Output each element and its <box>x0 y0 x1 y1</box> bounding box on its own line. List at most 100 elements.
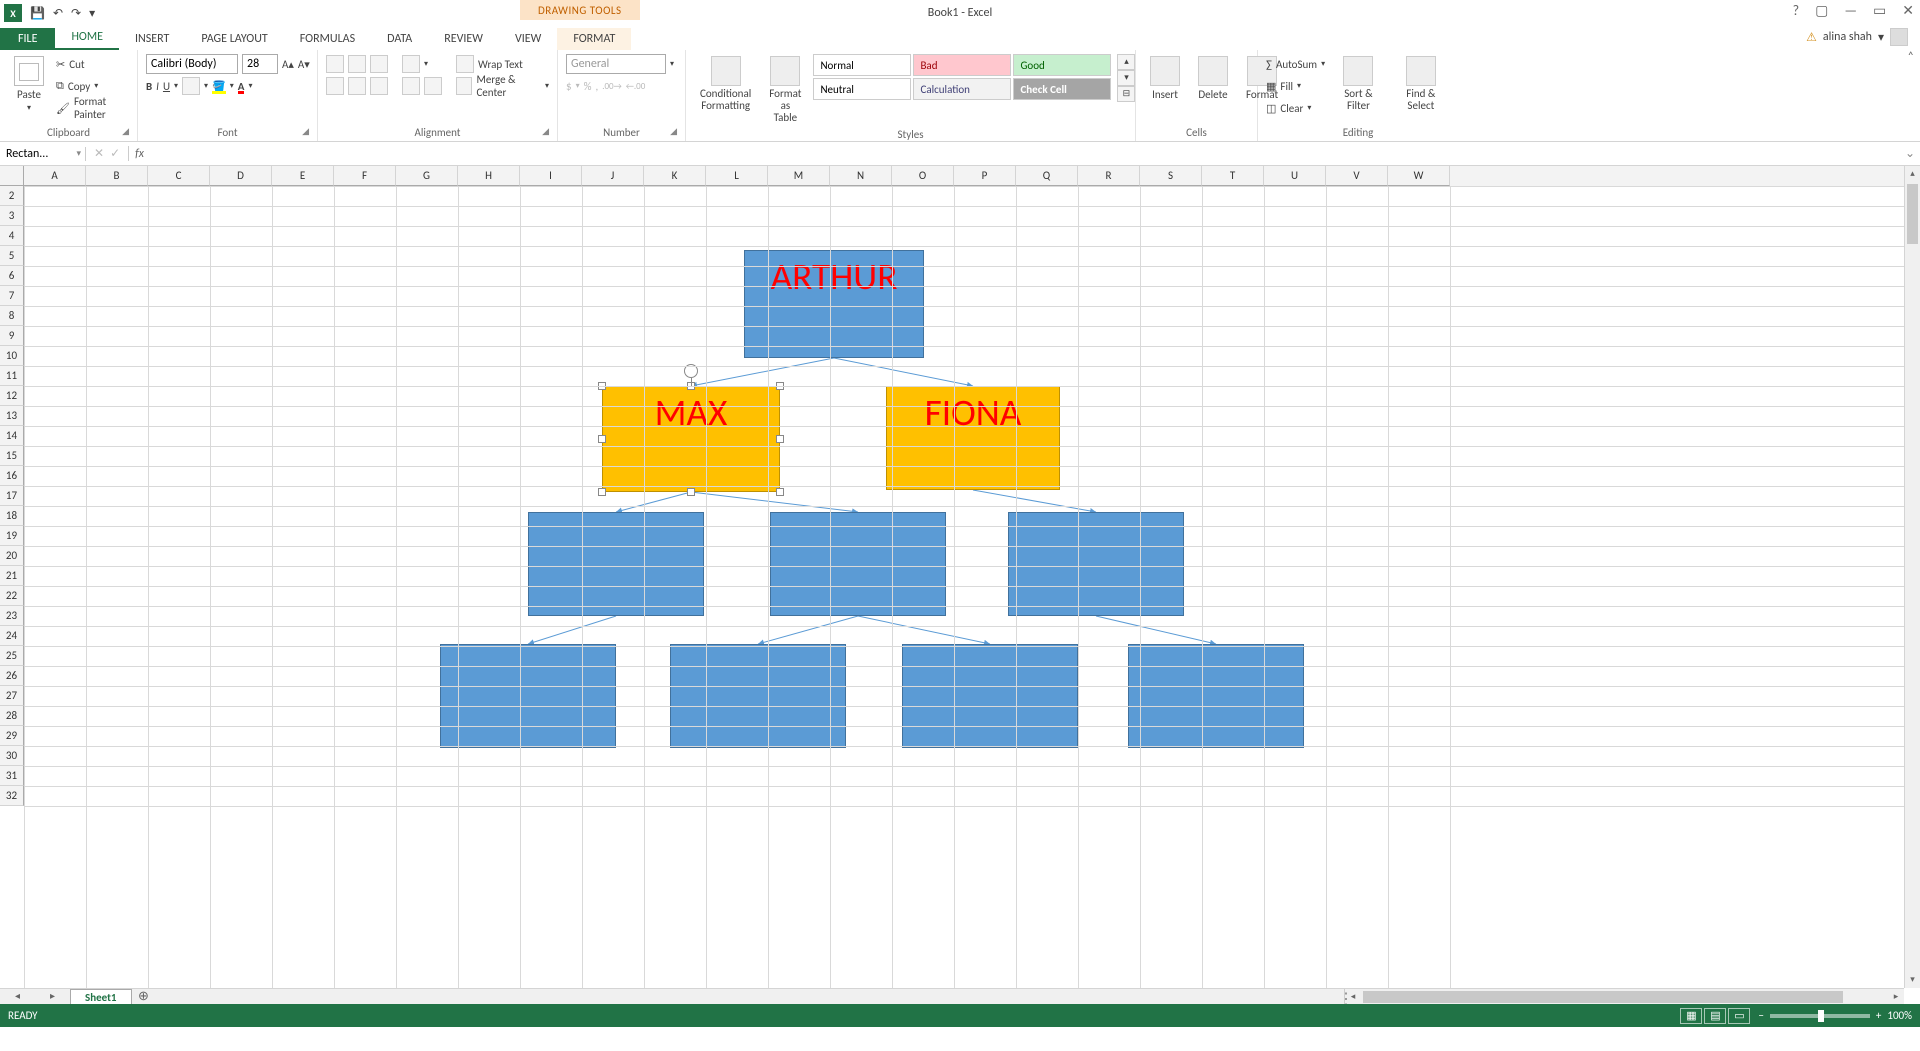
percent-icon[interactable]: % <box>584 80 592 93</box>
zoom-slider[interactable] <box>1770 1014 1870 1018</box>
gallery-more-icon[interactable]: ⊟ <box>1117 86 1135 102</box>
row-header[interactable]: 7 <box>0 286 24 306</box>
fx-icon[interactable]: fx <box>129 147 150 161</box>
align-middle-icon[interactable] <box>348 55 366 73</box>
underline-button[interactable]: U <box>163 80 170 93</box>
style-cell[interactable]: Good <box>1013 54 1111 76</box>
dialog-launcher-icon[interactable]: ◢ <box>122 126 129 137</box>
row-headers[interactable]: 2345678910111213141516171819202122232425… <box>0 186 24 806</box>
selection-handle[interactable] <box>776 488 784 496</box>
column-header[interactable]: M <box>768 166 830 186</box>
row-header[interactable]: 16 <box>0 466 24 486</box>
row-header[interactable]: 5 <box>0 246 24 266</box>
wrap-text-button[interactable]: Wrap Text <box>456 54 549 74</box>
font-size-combo[interactable] <box>242 54 278 74</box>
gallery-down-icon[interactable]: ▾ <box>1117 70 1135 86</box>
column-header[interactable]: U <box>1264 166 1326 186</box>
row-header[interactable]: 9 <box>0 326 24 346</box>
clear-button[interactable]: ◫Clear▾ <box>1266 98 1325 118</box>
row-header[interactable]: 13 <box>0 406 24 426</box>
row-header[interactable]: 4 <box>0 226 24 246</box>
decrease-decimal-icon[interactable]: ←.00 <box>626 81 646 92</box>
column-header[interactable]: D <box>210 166 272 186</box>
close-icon[interactable]: ✕ <box>1902 2 1914 19</box>
horizontal-scrollbar[interactable]: ◂ ▸ <box>1344 989 1904 1004</box>
format-painter-button[interactable]: 🖌Format Painter <box>56 98 129 118</box>
font-name-combo[interactable] <box>146 54 238 74</box>
row-header[interactable]: 2 <box>0 186 24 206</box>
row-header[interactable]: 3 <box>0 206 24 226</box>
normal-view-icon[interactable]: ▦ <box>1680 1008 1702 1024</box>
selection-handle[interactable] <box>598 488 606 496</box>
insert-cells-button[interactable]: Insert <box>1144 54 1186 103</box>
scroll-left-icon[interactable]: ◂ <box>1345 989 1361 1004</box>
shape-c3[interactable] <box>1008 512 1184 616</box>
row-header[interactable]: 10 <box>0 346 24 366</box>
row-header[interactable]: 25 <box>0 646 24 666</box>
column-headers[interactable]: ABCDEFGHIJKLMNOPQRSTUVW <box>24 166 1904 186</box>
column-header[interactable]: E <box>272 166 334 186</box>
conditional-formatting-button[interactable]: Conditional Formatting <box>694 54 757 114</box>
column-header[interactable]: W <box>1388 166 1450 186</box>
column-header[interactable]: H <box>458 166 520 186</box>
scroll-up-icon[interactable]: ▴ <box>1905 166 1920 182</box>
column-header[interactable]: A <box>24 166 86 186</box>
autosum-button[interactable]: ∑AutoSum▾ <box>1266 54 1325 74</box>
align-center-icon[interactable] <box>348 77 366 95</box>
name-box[interactable]: Rectan...▾ <box>0 147 86 161</box>
shape-max[interactable]: MAX <box>602 386 780 492</box>
italic-button[interactable]: I <box>156 80 159 93</box>
view-switcher[interactable]: ▦ ▤ ▭ <box>1680 1008 1750 1024</box>
style-cell[interactable]: Neutral <box>813 78 911 100</box>
gallery-up-icon[interactable]: ▴ <box>1117 54 1135 70</box>
align-left-icon[interactable] <box>326 77 344 95</box>
comma-icon[interactable]: , <box>595 80 598 93</box>
scroll-right-icon[interactable]: ▸ <box>1888 989 1904 1004</box>
chevron-down-icon[interactable]: ▾ <box>76 148 81 159</box>
zoom-level[interactable]: 100% <box>1887 1009 1912 1022</box>
paste-button[interactable]: Paste ▾ <box>8 54 50 115</box>
align-right-icon[interactable] <box>370 77 388 95</box>
align-bottom-icon[interactable] <box>370 55 388 73</box>
column-header[interactable]: Q <box>1016 166 1078 186</box>
tab-view[interactable]: VIEW <box>499 28 557 50</box>
column-header[interactable]: G <box>396 166 458 186</box>
tab-data[interactable]: DATA <box>371 28 428 50</box>
format-as-table-button[interactable]: Format as Table <box>763 54 807 126</box>
expand-formula-bar-icon[interactable]: ⌄ <box>1900 146 1920 161</box>
vertical-scrollbar[interactable]: ▴ ▾ <box>1904 166 1920 988</box>
selection-handle[interactable] <box>687 488 695 496</box>
tab-home[interactable]: HOME <box>55 26 119 50</box>
column-header[interactable]: N <box>830 166 892 186</box>
number-format-combo[interactable] <box>566 54 666 74</box>
undo-icon[interactable]: ↶ <box>53 6 63 21</box>
row-header[interactable]: 17 <box>0 486 24 506</box>
align-top-icon[interactable] <box>326 55 344 73</box>
row-header[interactable]: 8 <box>0 306 24 326</box>
delete-cells-button[interactable]: Delete <box>1192 54 1234 103</box>
row-header[interactable]: 11 <box>0 366 24 386</box>
shape-g3[interactable] <box>902 644 1078 748</box>
sheet-tab[interactable]: Sheet1 <box>70 989 132 1004</box>
decrease-indent-icon[interactable] <box>402 77 420 95</box>
page-layout-view-icon[interactable]: ▤ <box>1704 1008 1726 1024</box>
style-cell[interactable]: Normal <box>813 54 911 76</box>
column-header[interactable]: J <box>582 166 644 186</box>
column-header[interactable]: P <box>954 166 1016 186</box>
help-icon[interactable]: ? <box>1793 2 1800 19</box>
sheet-tab-nav[interactable]: ◂▸ <box>0 989 70 1004</box>
tab-review[interactable]: REVIEW <box>428 28 499 50</box>
orientation-icon[interactable] <box>402 55 420 73</box>
shape-g2[interactable] <box>670 644 846 748</box>
ribbon-display-icon[interactable]: ▢ <box>1815 2 1828 19</box>
shape-g1[interactable] <box>440 644 616 748</box>
row-header[interactable]: 30 <box>0 746 24 766</box>
row-header[interactable]: 29 <box>0 726 24 746</box>
shape-c2[interactable] <box>770 512 946 616</box>
shrink-font-icon[interactable]: A▾ <box>298 58 310 71</box>
tab-page-layout[interactable]: PAGE LAYOUT <box>185 28 283 50</box>
cancel-formula-icon[interactable]: ✕ <box>94 146 104 161</box>
font-color-button[interactable]: A <box>238 80 245 93</box>
row-header[interactable]: 22 <box>0 586 24 606</box>
increase-decimal-icon[interactable]: .00→ <box>602 81 622 92</box>
